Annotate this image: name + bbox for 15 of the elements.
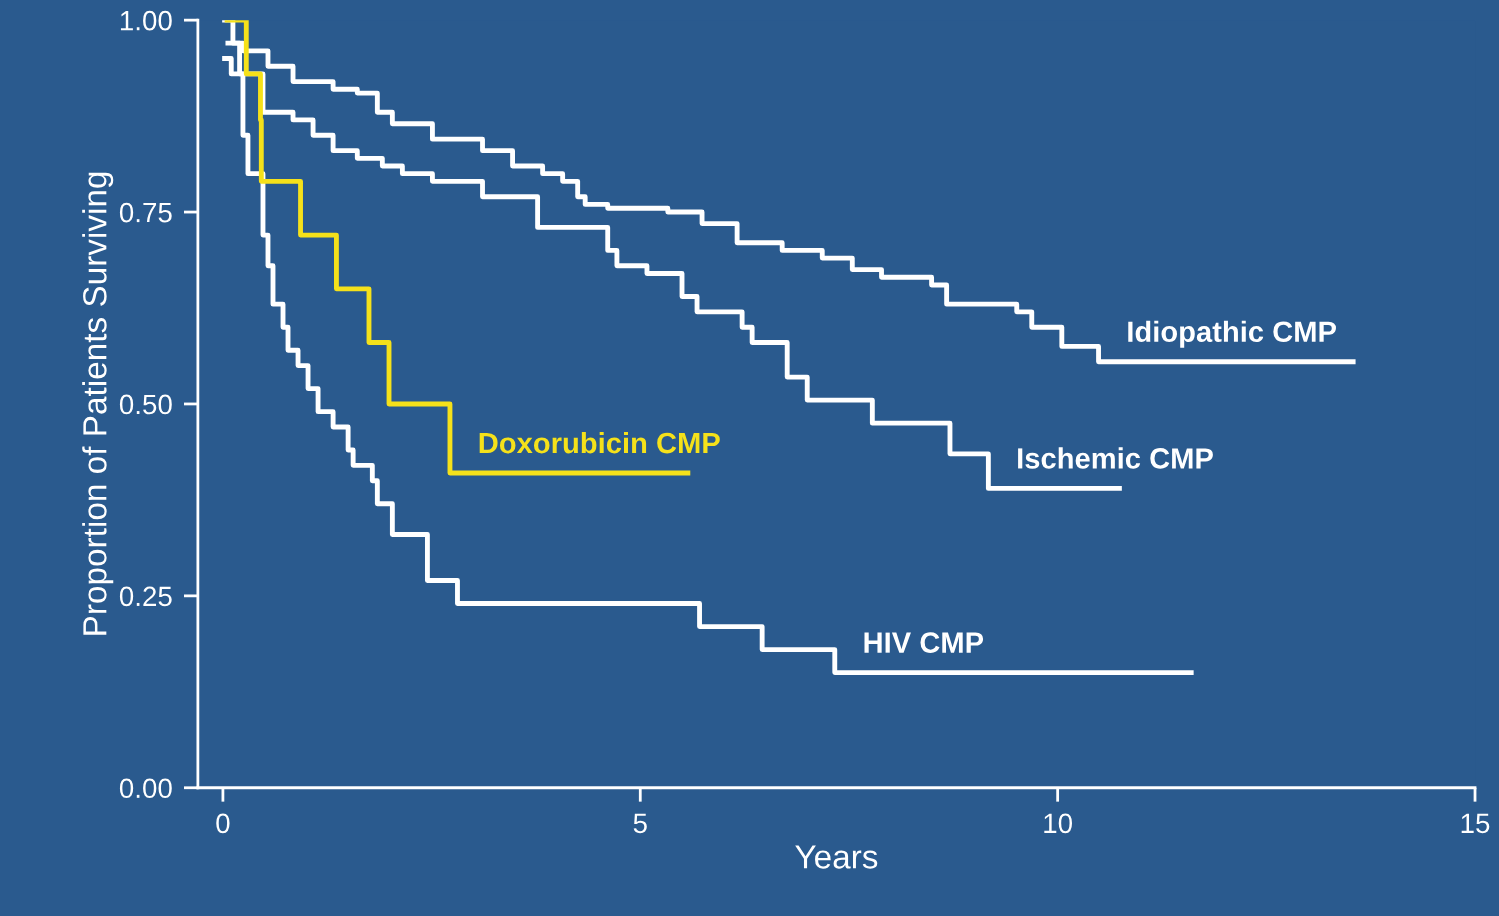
y-tick-label: 0.25 xyxy=(119,586,172,607)
y-tick-label: 1.00 xyxy=(120,10,172,31)
x-tick-label: 5 xyxy=(633,813,647,834)
series-label: Idiopathic CMP xyxy=(1128,320,1336,348)
x-tick-label: 10 xyxy=(1044,813,1073,834)
x-tick-label: 15 xyxy=(1461,813,1490,834)
series-label: Doxorubicin CMP xyxy=(479,431,720,454)
y-axis-title: Proportion of Patients Surviving xyxy=(82,172,114,635)
series-label: HIV CMP xyxy=(864,632,984,653)
x-tick-label: 0 xyxy=(216,813,230,834)
y-tick-label: 0.75 xyxy=(119,202,172,223)
x-axis-title: Years xyxy=(795,845,878,869)
series-label: Ischemic CMP xyxy=(1018,447,1213,469)
y-tick-label: 0.00 xyxy=(119,778,172,799)
y-tick-label: 0.50 xyxy=(119,394,172,415)
